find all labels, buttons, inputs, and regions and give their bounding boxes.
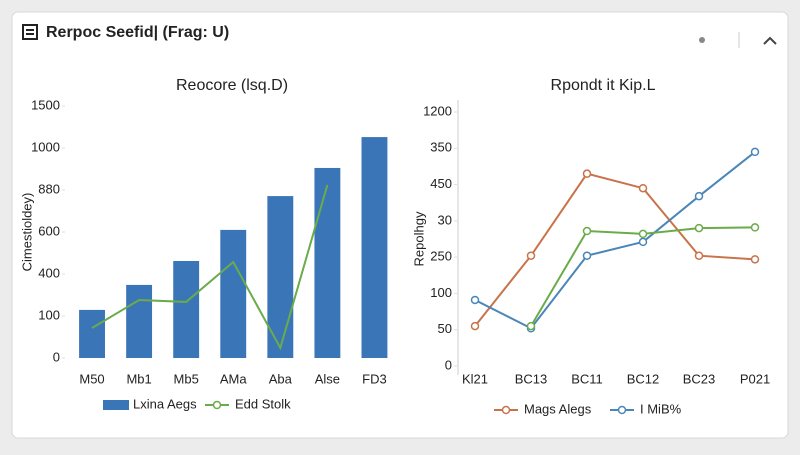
point xyxy=(638,229,648,239)
y-tick-label: 1500 xyxy=(31,97,60,112)
line xyxy=(474,172,756,327)
y-tick-label: 350 xyxy=(430,140,452,155)
x-tick-label: Mb5 xyxy=(174,371,199,386)
line xyxy=(91,184,329,351)
line xyxy=(474,151,756,330)
point xyxy=(526,321,536,331)
y-tick-label: 400 xyxy=(38,265,60,280)
point xyxy=(582,169,592,178)
legend-swatch xyxy=(103,400,129,410)
y-tick-label: 1000 xyxy=(31,139,60,154)
point xyxy=(750,147,760,157)
x-tick-label: AMa xyxy=(220,371,248,386)
header-icon xyxy=(22,24,38,40)
point xyxy=(470,295,480,305)
y-tick-label: 100 xyxy=(430,285,452,300)
y-tick-label: 0 xyxy=(53,349,60,364)
bar xyxy=(79,309,105,358)
point xyxy=(694,251,704,260)
y-tick-label: 1200 xyxy=(423,103,452,118)
x-tick-label: Alse xyxy=(315,371,340,386)
legend-label: Mags Alegs xyxy=(524,401,592,416)
bar xyxy=(173,260,200,358)
x-tick-label: M50 xyxy=(79,371,104,386)
y-tick-label: 450 xyxy=(430,176,452,191)
point xyxy=(638,237,648,247)
legend-label: I MiB% xyxy=(640,401,682,416)
y-axis-label: Cimestioldey) xyxy=(19,193,34,272)
x-tick-label: BC13 xyxy=(515,371,548,386)
header-title: Rerpoc Seefid| (Frag: U) xyxy=(46,24,229,41)
y-tick-label: 100 xyxy=(38,307,60,322)
x-tick-label: P021 xyxy=(740,371,770,386)
chart-title: Reocore (lsq.D) xyxy=(176,77,288,94)
legend-swatch xyxy=(501,405,511,415)
point xyxy=(470,321,480,331)
y-tick-label: 30 xyxy=(438,212,452,227)
x-tick-label: Mb1 xyxy=(126,371,151,386)
x-tick-label: BC12 xyxy=(627,371,660,386)
y-axis-label: Repolhgy xyxy=(411,211,426,266)
legend-label: Lxina Aegs xyxy=(133,396,197,411)
collapse-button[interactable] xyxy=(763,36,777,45)
x-tick-label: BC23 xyxy=(683,371,716,386)
point xyxy=(638,183,648,193)
bar xyxy=(220,229,247,358)
y-tick-label: 50 xyxy=(438,321,452,336)
point xyxy=(694,191,704,201)
y-tick-label: 250 xyxy=(430,249,452,264)
chart-title: Rpondt it Kip.L xyxy=(551,77,656,94)
x-tick-label: FD3 xyxy=(362,371,387,386)
x-tick-label: Kl21 xyxy=(462,371,488,386)
bar xyxy=(314,167,341,358)
point xyxy=(582,251,592,260)
y-tick-label: 0 xyxy=(445,357,452,372)
bar xyxy=(361,137,388,358)
legend-label: Edd Stolk xyxy=(235,396,291,411)
x-tick-label: BC11 xyxy=(571,371,603,386)
y-tick-label: 600 xyxy=(38,223,60,238)
point xyxy=(750,223,760,232)
y-tick-label: 880 xyxy=(38,181,60,196)
bar xyxy=(126,284,153,358)
card xyxy=(11,11,789,439)
menu-dot[interactable] xyxy=(699,37,705,43)
legend-swatch xyxy=(617,405,627,415)
x-tick-label: Aba xyxy=(269,371,293,386)
legend-swatch xyxy=(212,400,222,410)
point xyxy=(526,251,536,260)
point xyxy=(750,255,760,264)
point xyxy=(582,226,592,236)
bar xyxy=(267,196,294,358)
point xyxy=(694,223,704,233)
